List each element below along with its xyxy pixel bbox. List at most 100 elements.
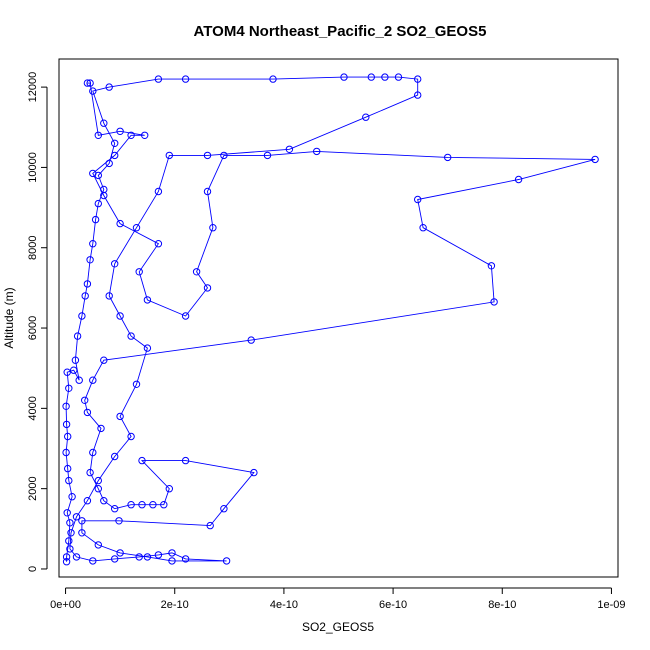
data-point	[414, 195, 422, 204]
data-point	[181, 555, 190, 563]
data-point	[83, 408, 92, 417]
data-point	[111, 555, 119, 563]
x-tick-label: 2e-10	[161, 599, 189, 611]
data-point	[143, 344, 152, 352]
data-point	[487, 262, 496, 270]
data-point	[285, 145, 294, 154]
data-point	[367, 73, 375, 81]
data-point	[62, 448, 70, 457]
data-point	[141, 131, 149, 140]
data-point	[111, 151, 119, 160]
data-point	[247, 336, 255, 344]
data-point	[340, 73, 348, 81]
data-point	[263, 151, 272, 160]
data-point	[127, 131, 135, 140]
data-point	[89, 376, 97, 384]
data-point	[116, 549, 124, 557]
data-point	[313, 147, 321, 156]
data-point	[209, 224, 217, 232]
data-point	[143, 553, 152, 561]
x-tick-label: 6e-10	[379, 599, 407, 611]
data-point	[414, 91, 422, 99]
y-axis: 0 2000 4000 6000 8000 10000 12000	[27, 72, 48, 572]
data-point	[514, 175, 523, 184]
data-point	[168, 549, 176, 557]
x-axis: 0e+00 2e-10 4e-10 6e-10 8e-10 1e-09	[50, 587, 626, 611]
data-point	[63, 509, 71, 517]
y-axis-label: Altitude (m)	[2, 287, 16, 348]
data-point	[89, 448, 97, 457]
data-point	[94, 541, 103, 549]
data-point	[68, 493, 76, 501]
data-point	[65, 476, 73, 485]
data-point	[83, 280, 92, 288]
series-layer	[62, 73, 599, 566]
data-point	[135, 553, 143, 561]
data-point	[154, 187, 163, 196]
data-point	[89, 87, 97, 95]
data-point	[70, 366, 78, 374]
data-point	[154, 75, 163, 83]
data-point	[203, 284, 212, 292]
y-tick-label: 0	[27, 566, 39, 572]
data-point	[116, 312, 124, 320]
data-point	[73, 332, 82, 340]
x-tick-label: 0e+00	[50, 599, 81, 611]
data-point	[83, 79, 92, 87]
data-point	[105, 83, 113, 91]
data-point	[138, 456, 146, 465]
x-tick-label: 8e-10	[488, 599, 516, 611]
data-point	[444, 153, 452, 162]
data-point	[65, 537, 73, 545]
data-point	[135, 268, 143, 276]
x-tick-label: 4e-10	[270, 599, 298, 611]
data-point	[105, 159, 113, 168]
data-point	[78, 517, 86, 525]
data-point	[78, 529, 86, 537]
data-point	[220, 505, 228, 513]
data-point	[203, 187, 212, 196]
data-point	[94, 485, 103, 493]
data-point	[116, 412, 124, 421]
data-point	[64, 464, 72, 473]
data-point	[89, 169, 97, 178]
data-point	[111, 505, 119, 513]
y-tick-label: 10000	[27, 152, 39, 183]
data-point	[394, 73, 403, 81]
data-point	[116, 219, 124, 228]
y-tick-label: 8000	[27, 235, 39, 259]
y-tick-label: 12000	[27, 72, 39, 103]
data-point	[86, 468, 94, 477]
data-point	[67, 529, 75, 537]
plot-frame	[58, 58, 619, 578]
data-point	[94, 199, 103, 208]
data-point	[105, 292, 113, 300]
data-point	[78, 312, 86, 320]
data-point	[381, 73, 389, 81]
data-point	[100, 497, 108, 505]
data-point	[100, 356, 108, 364]
data-point	[220, 151, 228, 160]
x-axis-label: SO2_GEOS5	[302, 620, 374, 634]
data-point	[132, 224, 141, 232]
data-point	[591, 155, 599, 164]
data-point	[111, 260, 119, 268]
data-point	[81, 396, 89, 404]
data-point	[111, 452, 119, 461]
data-point	[154, 240, 163, 248]
data-point	[222, 557, 231, 565]
data-point	[138, 501, 146, 509]
data-point	[154, 551, 163, 559]
data-point	[203, 151, 212, 160]
data-point	[181, 312, 190, 320]
data-point	[181, 75, 190, 83]
data-point	[83, 497, 92, 505]
data-point	[62, 402, 70, 410]
data-point	[94, 476, 103, 485]
data-point	[490, 298, 498, 306]
data-point	[414, 75, 422, 83]
data-point	[116, 127, 124, 136]
data-point	[75, 376, 83, 384]
